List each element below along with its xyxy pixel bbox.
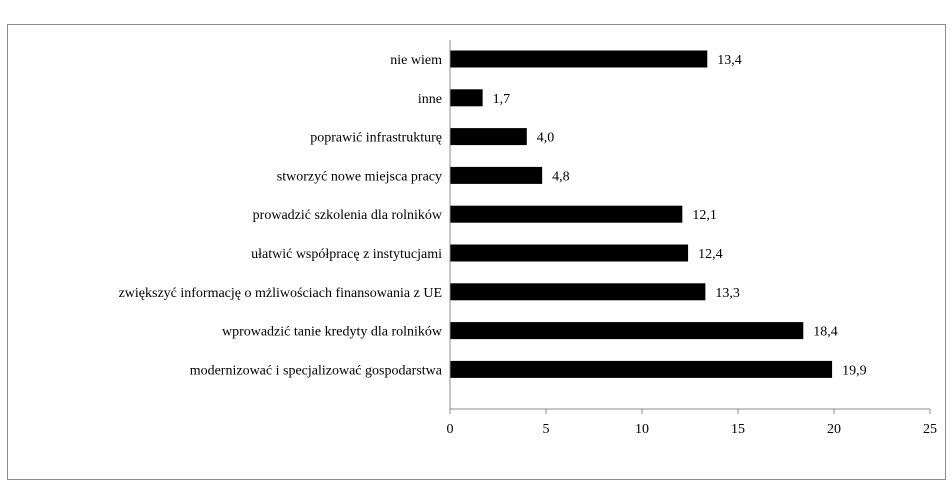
- value-label: 4,8: [552, 169, 570, 184]
- value-label: 12,4: [698, 247, 723, 262]
- bar: [450, 205, 683, 223]
- x-axis: 0 5 10 15 20 25: [447, 40, 937, 437]
- x-tick-label: 25: [923, 422, 937, 437]
- category-label: nie wiem: [390, 53, 442, 68]
- bar: [450, 283, 706, 301]
- value-label: 19,9: [842, 363, 867, 378]
- value-labels-group: 13,4 1,7 4,0 4,8 12,1 12,4 13,3 18,4 19,9: [493, 53, 867, 378]
- value-label: 1,7: [493, 92, 511, 107]
- x-tick-label: 15: [731, 422, 745, 437]
- category-labels-group: nie wiem inne poprawić infrastrukturę stwor…: [119, 53, 443, 378]
- x-tick-label: 0: [447, 422, 454, 437]
- value-label: 12,1: [692, 208, 717, 223]
- category-label: wprowadzić tanie kredyty dla rolników: [222, 325, 443, 340]
- value-label: 13,4: [717, 53, 742, 68]
- category-label: inne: [418, 92, 442, 107]
- category-label: modernizować i specjalizować gospodarstw…: [190, 363, 443, 378]
- x-tick-label: 5: [543, 422, 550, 437]
- x-tick-label: 20: [827, 422, 841, 437]
- category-label: stworzyć nowe miejsca pracy: [277, 169, 442, 184]
- x-tick-label: 10: [635, 422, 649, 437]
- bar: [450, 128, 527, 146]
- bar: [450, 50, 708, 68]
- value-label: 4,0: [537, 131, 555, 146]
- value-label: 18,4: [813, 325, 838, 340]
- bar: [450, 166, 543, 184]
- value-label: 13,3: [715, 286, 740, 301]
- category-label: poprawić infrastrukturę: [310, 131, 442, 146]
- category-label: prowadzić szkolenia dla rolników: [253, 208, 443, 223]
- category-label: ułatwić współpracę z instytucjami: [251, 247, 442, 262]
- bars-group: [450, 50, 833, 378]
- bar: [450, 322, 804, 340]
- bar: [450, 89, 483, 107]
- category-label: zwiększyć informację o mżliwościach fina…: [119, 286, 442, 301]
- bar: [450, 360, 833, 378]
- bar: [450, 244, 689, 262]
